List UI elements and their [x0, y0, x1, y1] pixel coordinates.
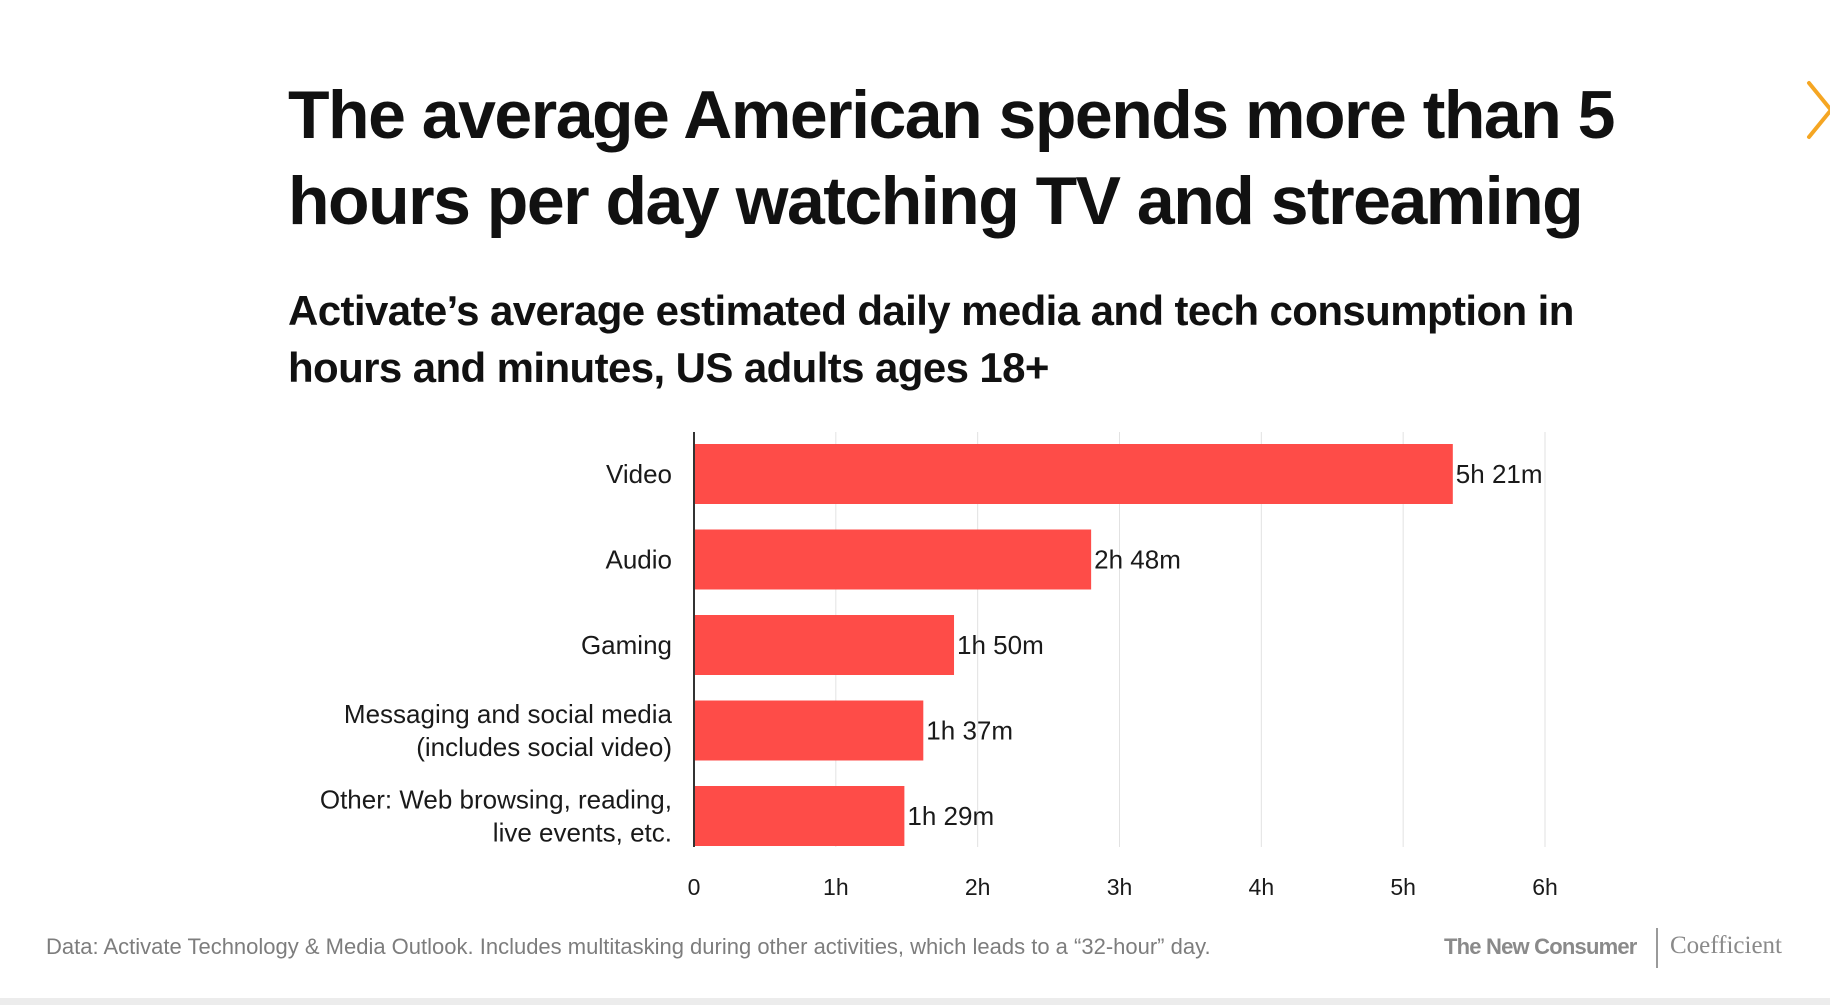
data-label: 1h 29m	[907, 801, 994, 831]
bar	[694, 444, 1453, 504]
category-label: Gaming	[581, 630, 672, 660]
source-note: Data: Activate Technology & Media Outloo…	[46, 934, 1211, 959]
data-label: 2h 48m	[1094, 545, 1181, 575]
chart-title: The average American spends more than 5 …	[288, 77, 1615, 239]
x-tick-label: 0	[688, 874, 701, 900]
category-label: Other: Web browsing, reading,	[320, 785, 672, 815]
category-label: live events, etc.	[493, 818, 672, 848]
bar	[694, 529, 1092, 590]
bar	[694, 786, 905, 846]
x-tick-label: 4h	[1249, 874, 1275, 900]
bottom-strip	[0, 998, 1830, 1005]
bars	[694, 444, 1453, 846]
chart-subtitle: Activate’s average estimated daily media…	[288, 287, 1574, 391]
x-tick-label: 1h	[823, 874, 849, 900]
brand-logo-coefficient: Coefficient	[1670, 932, 1782, 959]
chevron-right-icon[interactable]	[1805, 80, 1830, 140]
category-label: Audio	[606, 545, 673, 575]
labels: 5h 21m Video 2h 48m Audio 1h 50m Gaming 1h 37m…	[320, 459, 1558, 900]
category-label: Video	[606, 459, 672, 489]
data-label: 1h 50m	[957, 630, 1044, 660]
brand-logo-new-consumer: The New Consumer	[1444, 934, 1637, 959]
data-label: 1h 37m	[926, 716, 1013, 746]
x-tick-label: 6h	[1532, 874, 1558, 900]
category-label: Messaging and social media	[344, 699, 673, 729]
category-label: (includes social video)	[416, 732, 672, 762]
x-tick-label: 2h	[965, 874, 991, 900]
bar	[694, 615, 955, 675]
x-tick-label: 5h	[1390, 874, 1416, 900]
brand-divider	[1656, 928, 1658, 968]
data-label: 5h 21m	[1456, 459, 1543, 489]
x-tick-label: 3h	[1107, 874, 1133, 900]
bar	[694, 700, 924, 761]
